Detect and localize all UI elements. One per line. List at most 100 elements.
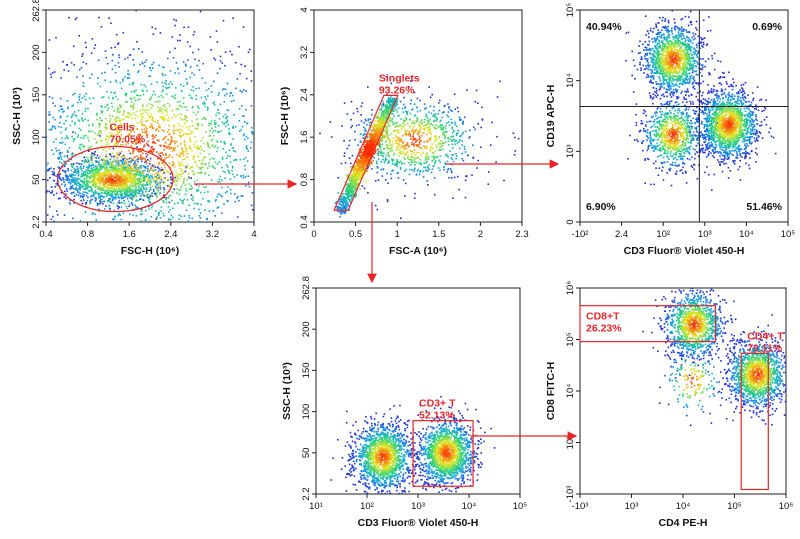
event-dot xyxy=(97,179,99,182)
event-dot xyxy=(96,204,99,207)
event-dot xyxy=(234,200,236,203)
event-dot xyxy=(117,182,119,184)
event-dot xyxy=(126,115,128,118)
event-dot xyxy=(159,126,161,129)
event-dot xyxy=(65,163,68,165)
event-dot xyxy=(461,133,464,135)
event-dot xyxy=(117,43,119,45)
event-dot xyxy=(387,107,390,110)
event-dot xyxy=(159,107,161,109)
event-dot xyxy=(232,99,235,102)
event-dot xyxy=(51,263,53,265)
event-dot xyxy=(108,225,110,227)
event-dot xyxy=(46,170,48,172)
event-dot xyxy=(203,156,206,159)
event-dot xyxy=(414,160,416,163)
event-dot xyxy=(78,147,81,149)
event-dot xyxy=(179,155,181,158)
event-dot xyxy=(195,94,197,97)
event-dot xyxy=(246,122,248,125)
event-dot xyxy=(98,130,101,132)
event-dot xyxy=(89,146,91,149)
event-dot xyxy=(162,169,165,172)
event-dot xyxy=(141,89,144,92)
event-dot xyxy=(176,173,178,176)
event-dot xyxy=(82,82,85,84)
event-dot xyxy=(68,236,70,238)
event-dot xyxy=(337,205,340,208)
event-dot xyxy=(214,167,216,170)
event-dot xyxy=(106,156,109,159)
event-dot xyxy=(164,157,166,160)
event-dot xyxy=(142,171,145,174)
event-dot xyxy=(121,161,124,164)
event-dot xyxy=(101,96,103,99)
event-dot xyxy=(92,191,94,193)
event-dot xyxy=(271,82,273,84)
event-dot xyxy=(269,191,271,193)
event-dot xyxy=(184,106,186,108)
event-dot xyxy=(110,102,113,105)
event-dot xyxy=(348,139,351,142)
event-dot xyxy=(117,108,120,111)
event-dot xyxy=(117,142,119,144)
event-dot xyxy=(204,103,206,105)
event-dot xyxy=(134,99,137,102)
event-dot xyxy=(430,122,432,125)
event-dot xyxy=(221,179,223,181)
event-dot xyxy=(133,193,136,195)
event-dot xyxy=(343,155,346,157)
event-dot xyxy=(244,168,246,171)
event-dot xyxy=(123,177,126,180)
event-dot xyxy=(156,100,159,103)
event-dot xyxy=(427,166,429,168)
event-dot xyxy=(60,97,62,100)
event-dot xyxy=(138,157,140,159)
event-dot xyxy=(49,177,51,179)
event-dot xyxy=(64,170,67,172)
event-dot xyxy=(112,97,114,100)
event-dot xyxy=(150,188,153,190)
event-dot xyxy=(396,159,398,161)
event-dot xyxy=(134,159,137,162)
event-dot xyxy=(85,169,87,172)
event-dot xyxy=(104,169,107,172)
event-dot xyxy=(448,106,450,108)
event-dot xyxy=(85,202,88,204)
event-dot xyxy=(157,120,159,122)
event-dot xyxy=(134,179,136,182)
event-dot xyxy=(220,212,223,214)
event-dot xyxy=(79,166,82,169)
event-dot xyxy=(438,149,440,151)
event-dot xyxy=(115,133,118,136)
event-dot xyxy=(5,139,7,141)
event-dot xyxy=(214,123,216,126)
event-dot xyxy=(120,105,122,107)
event-dot xyxy=(349,199,351,201)
event-dot xyxy=(151,104,153,106)
event-dot xyxy=(161,108,164,111)
event-dot xyxy=(169,186,172,188)
event-dot xyxy=(134,165,136,168)
event-dot xyxy=(351,195,354,198)
event-dot xyxy=(106,169,109,171)
event-dot xyxy=(157,126,160,128)
event-dot xyxy=(110,155,113,158)
event-dot xyxy=(178,214,181,216)
event-dot xyxy=(404,170,406,172)
event-dot xyxy=(77,134,80,136)
event-dot xyxy=(197,172,199,174)
event-dot xyxy=(97,176,99,179)
event-dot xyxy=(346,194,348,196)
event-dot xyxy=(451,132,454,134)
event-dot xyxy=(141,104,144,106)
event-dot xyxy=(389,107,391,109)
event-dot xyxy=(112,96,114,99)
event-dot xyxy=(131,195,133,197)
event-dot xyxy=(114,190,117,193)
event-dot xyxy=(17,161,19,163)
event-dot xyxy=(383,110,385,112)
event-dot xyxy=(200,166,202,169)
event-dot xyxy=(140,237,142,239)
event-dot xyxy=(162,89,164,92)
